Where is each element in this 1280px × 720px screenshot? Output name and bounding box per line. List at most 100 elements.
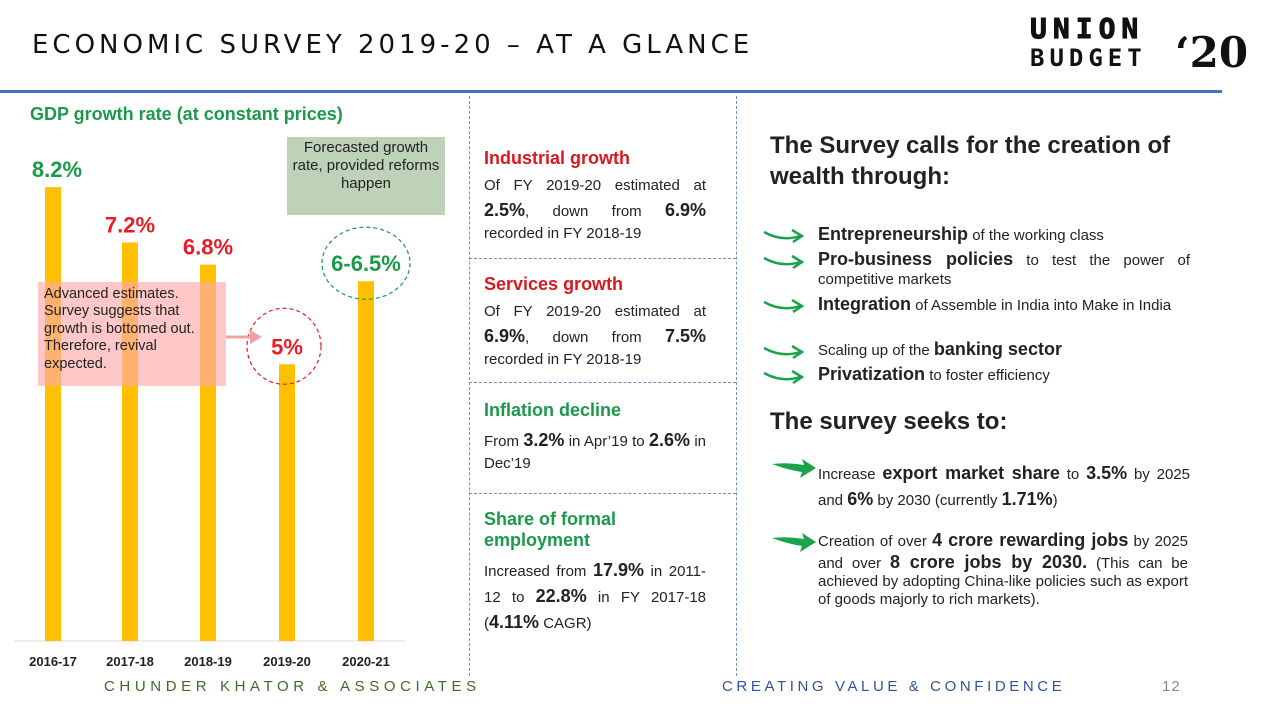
body-text: by 2025 and over: [818, 533, 1188, 572]
stat-heading: Industrial growth: [484, 148, 630, 168]
wealth-item: Scaling up of the banking sector: [818, 339, 1190, 361]
page-title: ECONOMIC SURVEY 2019-20 – AT A GLANCE: [32, 30, 754, 60]
bar-2020-21: [358, 281, 374, 641]
body-text: of Assemble in India into Make in India: [911, 297, 1172, 314]
column-separator-right: [736, 96, 737, 676]
highlight-text: 1.71%: [1001, 489, 1053, 510]
highlight-text: 6.9%: [484, 325, 526, 346]
highlight-text: 6%: [847, 489, 874, 510]
highlight-text: 22.8%: [535, 586, 587, 607]
highlight-text: Privatization: [818, 364, 926, 384]
stat-heading: Services growth: [484, 274, 624, 294]
swoosh-arrow-icon: [772, 533, 816, 552]
body-text: Of FY 2019-20 estimated at: [484, 303, 706, 320]
forecast-note: Forecasted growth rate, provided reforms…: [287, 137, 445, 215]
tick-label: 2019-20: [263, 654, 311, 669]
stat-separator: [469, 493, 736, 494]
body-text: to test the power of competitive markets: [818, 252, 1190, 288]
highlight-text: banking sector: [933, 339, 1062, 359]
value-label: 7.2%: [105, 212, 155, 237]
swoosh-arrow-icon: [772, 459, 816, 478]
chart-title: GDP growth rate (at constant prices): [30, 104, 343, 124]
body-text: in 2011-12 to: [484, 563, 706, 607]
body-text: in FY 2017-18 (: [484, 589, 707, 633]
highlight-text: 3.2%: [523, 430, 565, 450]
tick-label: 2016-17: [29, 654, 77, 669]
highlight-text: 4 crore rewarding jobs: [932, 530, 1129, 550]
body-text: (This can be achieved by adopting China-…: [818, 554, 1188, 609]
stat-body: From 3.2% in Apr’19 to 2.6% in Dec’19: [484, 427, 706, 475]
body-text: to: [1059, 466, 1087, 483]
body-text: CAGR): [539, 615, 592, 633]
body-text: recorded in FY 2018-19: [484, 224, 642, 242]
bar-2019-20: [279, 364, 295, 641]
body-text: , down from: [525, 202, 665, 220]
bar-2016-17: [45, 187, 61, 641]
body-text: of the working class: [968, 227, 1104, 244]
page-number: 12: [1162, 678, 1181, 695]
stat-heading: Share of formal employment: [484, 509, 617, 550]
body-text: Increased from: [484, 563, 593, 580]
curved-arrow-icon: [763, 298, 805, 314]
arrow-right-icon: [250, 330, 262, 344]
body-text: ): [1052, 492, 1058, 510]
body-text: to foster efficiency: [925, 367, 1050, 384]
stat-separator: [469, 258, 736, 259]
stat-formal-employment: Share of formal employment Increased fro…: [484, 509, 706, 635]
body-text: by 2025 and: [818, 466, 1191, 510]
highlight-text: 2.5%: [484, 199, 526, 220]
stat-industrial-growth: Industrial growth Of FY 2019-20 estimate…: [484, 148, 706, 245]
body-text: in Dec’19: [484, 433, 706, 473]
highlight-text: 4.11%: [489, 612, 540, 633]
curved-arrow-icon: [763, 369, 805, 385]
logo-year: ‘20: [1175, 28, 1249, 77]
highlight-circle-2019-20: [246, 307, 322, 385]
value-label: 5%: [271, 334, 303, 359]
curved-arrow-icon: [763, 344, 805, 360]
wealth-item: Privatization to foster efficiency: [818, 364, 1190, 386]
highlight-text: 3.5%: [1086, 463, 1128, 483]
body-text: Increase: [818, 466, 883, 483]
tick-label: 2017-18: [106, 654, 154, 669]
highlight-text: Pro-business policies: [818, 249, 1014, 269]
gdp-bar-chart: 8.2% 2016-17 7.2% 2017-18 6.8% 2018-19 5% 2019-…: [14, 157, 411, 669]
header-rule: [0, 90, 1222, 93]
highlight-text: 2.6%: [648, 430, 690, 450]
curved-arrow-icon: [763, 228, 805, 244]
value-label: 8.2%: [32, 157, 82, 182]
seeks-item: Increase export market share to 3.5% by …: [818, 460, 1190, 512]
tick-label: 2020-21: [342, 654, 390, 669]
body-text: Of FY 2019-20 estimated at: [484, 177, 706, 194]
union-budget-logo: UNION BUDGET ‘20: [1029, 10, 1260, 78]
highlight-text: 6.9%: [664, 199, 706, 220]
body-text: From: [484, 433, 524, 450]
logo-line1: UNION: [1029, 12, 1145, 46]
body-text: in Apr’19 to: [564, 433, 649, 450]
stat-heading: Inflation decline: [484, 400, 622, 420]
curved-arrow-icon: [763, 254, 805, 270]
body-text: recorded in FY 2018-19: [484, 350, 642, 368]
highlight-text: 8 crore jobs by 2030.: [890, 551, 1088, 572]
body-text: Creation of over: [818, 533, 933, 550]
stat-body: Increased from 17.9% in 2011-12 to 22.8%…: [484, 557, 706, 635]
stat-separator: [469, 382, 736, 383]
footer-tagline: CREATING VALUE & CONFIDENCE: [722, 678, 1066, 695]
highlight-text: 17.9%: [592, 560, 644, 580]
wealth-item: Integration of Assemble in India into Ma…: [818, 294, 1190, 316]
footer-company: CHUNDER KHATOR & ASSOCIATES: [104, 678, 481, 695]
column-separator-left: [469, 96, 470, 676]
stat-services-growth: Services growth Of FY 2019-20 estimated …: [484, 274, 706, 371]
body-text: by 2030 (currently: [873, 492, 1002, 510]
stat-inflation-decline: Inflation decline From 3.2% in Apr’19 to…: [484, 400, 706, 475]
body-text: Scaling up of the: [818, 342, 934, 359]
stat-body: Of FY 2019-20 estimated at 6.9%, down fr…: [484, 301, 706, 371]
wealth-item: Entrepreneurship of the working class: [818, 224, 1190, 246]
wealth-item: Pro-business policies to test the power …: [818, 249, 1190, 289]
seeks-item: Creation of over 4 crore rewarding jobs …: [818, 530, 1188, 609]
tick-label: 2018-19: [184, 654, 232, 669]
wealth-heading: The Survey calls for the creation of wea…: [770, 132, 1171, 191]
highlight-text: export market share: [882, 463, 1060, 483]
stat-body: Of FY 2019-20 estimated at 2.5%, down fr…: [484, 175, 706, 245]
highlight-text: 7.5%: [664, 325, 706, 346]
seeks-heading: The survey seeks to:: [770, 408, 1008, 435]
